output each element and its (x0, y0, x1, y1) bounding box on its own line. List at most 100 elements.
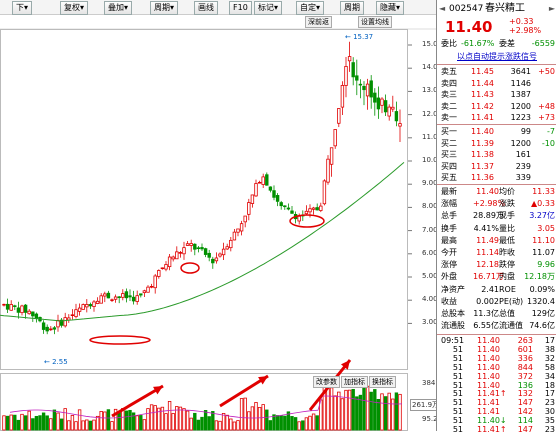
toolbar-button-8[interactable]: 周期 (340, 1, 364, 15)
toolbar-button-2[interactable]: 叠加▾ (104, 1, 133, 15)
volume-bar (236, 420, 240, 431)
level-volume: 1387 (510, 90, 531, 100)
level-label: 卖三 (441, 90, 457, 100)
level-label: 卖一 (441, 113, 457, 123)
stat-value: 9.96 (537, 260, 555, 270)
stat-label: 量比 (499, 223, 515, 233)
volume-bar (268, 420, 273, 431)
prev-stock-icon[interactable]: ◄ (439, 4, 446, 13)
price-axis-label: 4.00 (422, 295, 438, 304)
signal-notice-link[interactable]: 以点自动提示涨跌信号 (457, 52, 537, 61)
next-stock-icon[interactable]: ► (548, 4, 555, 13)
stat-value: 11.3亿 (473, 309, 499, 318)
volume-bar (85, 419, 89, 431)
volume-bar (383, 396, 388, 431)
volume-bar (182, 408, 186, 431)
candle (103, 291, 107, 303)
subbar-button-1[interactable]: 设置均线 (358, 16, 392, 28)
stat-value: ▲0.33 (531, 199, 555, 209)
candle (257, 180, 262, 184)
volume-bar (301, 420, 305, 431)
stat-label: 现手 (499, 211, 515, 221)
tick-volume: 601 (517, 344, 533, 354)
stat-label: 流通值 (499, 321, 523, 331)
stat-value: 11.07 (532, 248, 555, 257)
volume-bar (124, 410, 129, 431)
candle (74, 303, 78, 319)
stat-value: 28.89万 (473, 211, 504, 221)
stat-value: 3.27亿 (529, 211, 555, 221)
volume-bar (157, 407, 161, 431)
volume-bar (279, 415, 283, 431)
level-price: 11.41 (471, 113, 494, 123)
tick-volume: 136 (517, 380, 533, 390)
toolbar-button-7[interactable]: 自定▾ (296, 1, 325, 15)
volume-bar (142, 419, 147, 431)
volume-button-1[interactable]: 加指标 (341, 376, 368, 388)
level-price: 11.38 (471, 150, 494, 160)
volume-button-0[interactable]: 改参数 (313, 376, 340, 388)
volume-bar (189, 417, 193, 431)
volume-bar (254, 402, 258, 431)
volume-bar (257, 407, 262, 431)
volume-ma-line (9, 395, 403, 419)
volume-bar (164, 413, 168, 431)
price-axis-label: 11.00 (422, 132, 443, 141)
stat-label: 总值 (499, 309, 515, 318)
candle (167, 254, 172, 271)
moving-average-line (0, 162, 405, 322)
candle (20, 304, 24, 316)
candle (2, 303, 6, 307)
toolbar-button-1[interactable]: 复权▾ (60, 1, 89, 15)
volume-bar (398, 393, 402, 431)
toolbar-button-6[interactable]: 标记▾ (254, 1, 283, 15)
volume-bar (347, 389, 352, 431)
toolbar-button-0[interactable]: 下▾ (12, 1, 33, 15)
candle (34, 312, 39, 323)
stat-label: 涨跌 (499, 199, 515, 209)
stat-row: 最新 11.40 均价 11.33 (437, 186, 556, 198)
stat-label: 收益 (441, 296, 457, 306)
low-price-value: ← 2.55 (44, 358, 68, 366)
candle (110, 298, 114, 302)
volume-button-2[interactable]: 换指标 (369, 376, 396, 388)
high-price-value: ← 15.37 (345, 33, 374, 41)
volume-bar (225, 414, 229, 431)
tick-count: 35 (544, 416, 555, 426)
volume-bar (92, 419, 96, 431)
candle (239, 220, 244, 236)
volume-bar (41, 412, 46, 431)
volume-bar (275, 415, 280, 431)
level-volume: 1223 (510, 113, 531, 123)
toolbar-button-3[interactable]: 周期▾ (150, 1, 179, 15)
candle (315, 203, 319, 211)
volume-bar (63, 408, 67, 431)
volume-bar (185, 410, 190, 431)
candle (77, 303, 82, 316)
highlight-ellipse (180, 262, 200, 274)
level-change: +48 (538, 101, 555, 111)
kline-chart[interactable] (0, 0, 436, 431)
weibi-row: 委比 -61.67% 委差 -6559 (441, 39, 555, 48)
volume-bar (23, 415, 28, 431)
candle (261, 173, 265, 188)
level-change: +73 (538, 113, 555, 123)
volume-bar (286, 411, 291, 431)
stat-value: 11.33 (532, 187, 555, 196)
dropdown-arrow-icon: ▾ (170, 3, 175, 12)
toolbar-button-9[interactable]: 隐藏▾ (376, 1, 405, 15)
tick-price: 11.40↓ (477, 416, 507, 426)
candle (221, 242, 226, 261)
tick-volume: 132 (517, 389, 533, 399)
toolbar-button-5[interactable]: F10 (229, 1, 252, 15)
level-volume: 1146 (510, 78, 531, 88)
stat-label: 净资产 (441, 284, 465, 294)
level-volume: 1200 (510, 101, 531, 111)
toolbar-button-4[interactable]: 画线 (194, 1, 218, 15)
volume-bar (110, 421, 114, 431)
tick-count: 32 (544, 353, 555, 363)
tick-time: 51 (452, 416, 463, 426)
subbar-button-0[interactable]: 深前返 (305, 16, 332, 28)
volume-bar (135, 415, 139, 431)
tick-price: 11.41↑ (477, 425, 507, 434)
